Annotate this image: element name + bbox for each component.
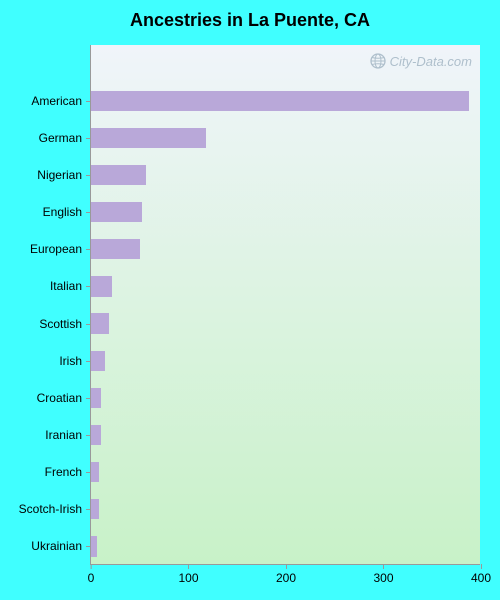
y-tick: [86, 546, 91, 547]
y-tick: [86, 324, 91, 325]
y-tick: [86, 175, 91, 176]
bar-row: [91, 425, 480, 445]
chart-title: Ancestries in La Puente, CA: [0, 10, 500, 31]
y-axis-label: Scotch-Irish: [0, 502, 82, 516]
bar-row: [91, 313, 480, 333]
bar-row: [91, 499, 480, 519]
watermark: City-Data.com: [370, 53, 472, 69]
y-tick: [86, 249, 91, 250]
y-axis-label: Ukrainian: [0, 539, 82, 553]
bar: [91, 351, 105, 371]
bar-row: [91, 239, 480, 259]
x-tick-label: 300: [373, 571, 393, 585]
bar-row: [91, 202, 480, 222]
x-tick-label: 0: [88, 571, 95, 585]
plot-area: City-Data.com 0100200300400: [90, 45, 480, 565]
y-axis-label: French: [0, 465, 82, 479]
bar-row: [91, 165, 480, 185]
y-tick: [86, 472, 91, 473]
y-tick: [86, 212, 91, 213]
y-axis-label: Scottish: [0, 317, 82, 331]
y-axis-label: German: [0, 131, 82, 145]
bar: [91, 462, 99, 482]
bar-row: [91, 128, 480, 148]
x-tick: 400: [471, 564, 491, 585]
y-tick: [86, 435, 91, 436]
y-tick: [86, 398, 91, 399]
bar: [91, 425, 101, 445]
x-tick: 300: [373, 564, 393, 585]
globe-icon: [370, 53, 386, 69]
y-axis-label: European: [0, 242, 82, 256]
y-axis-label: Irish: [0, 354, 82, 368]
bar: [91, 536, 97, 556]
bar: [91, 388, 101, 408]
y-axis-label: Italian: [0, 279, 82, 293]
y-tick: [86, 101, 91, 102]
bar-row: [91, 91, 480, 111]
y-axis-label: Croatian: [0, 391, 82, 405]
watermark-text: City-Data.com: [390, 54, 472, 69]
chart-frame: Ancestries in La Puente, CA City-Data.co…: [0, 0, 500, 600]
bar-row: [91, 536, 480, 556]
bar: [91, 499, 99, 519]
y-axis-label: English: [0, 205, 82, 219]
bar-row: [91, 276, 480, 296]
bar: [91, 128, 206, 148]
bar: [91, 239, 140, 259]
y-axis-label: Nigerian: [0, 168, 82, 182]
y-axis-label: Iranian: [0, 428, 82, 442]
bar: [91, 276, 112, 296]
y-tick: [86, 138, 91, 139]
bar-row: [91, 351, 480, 371]
x-tick-label: 100: [178, 571, 198, 585]
x-tick: 100: [178, 564, 198, 585]
y-axis-label: American: [0, 94, 82, 108]
bar: [91, 91, 469, 111]
bar: [91, 165, 146, 185]
y-tick: [86, 361, 91, 362]
x-tick: 0: [88, 564, 95, 585]
x-tick: 200: [276, 564, 296, 585]
bar: [91, 313, 109, 333]
x-tick-label: 200: [276, 571, 296, 585]
y-tick: [86, 286, 91, 287]
bar-row: [91, 462, 480, 482]
bar-row: [91, 388, 480, 408]
bar: [91, 202, 142, 222]
y-tick: [86, 509, 91, 510]
x-tick-label: 400: [471, 571, 491, 585]
